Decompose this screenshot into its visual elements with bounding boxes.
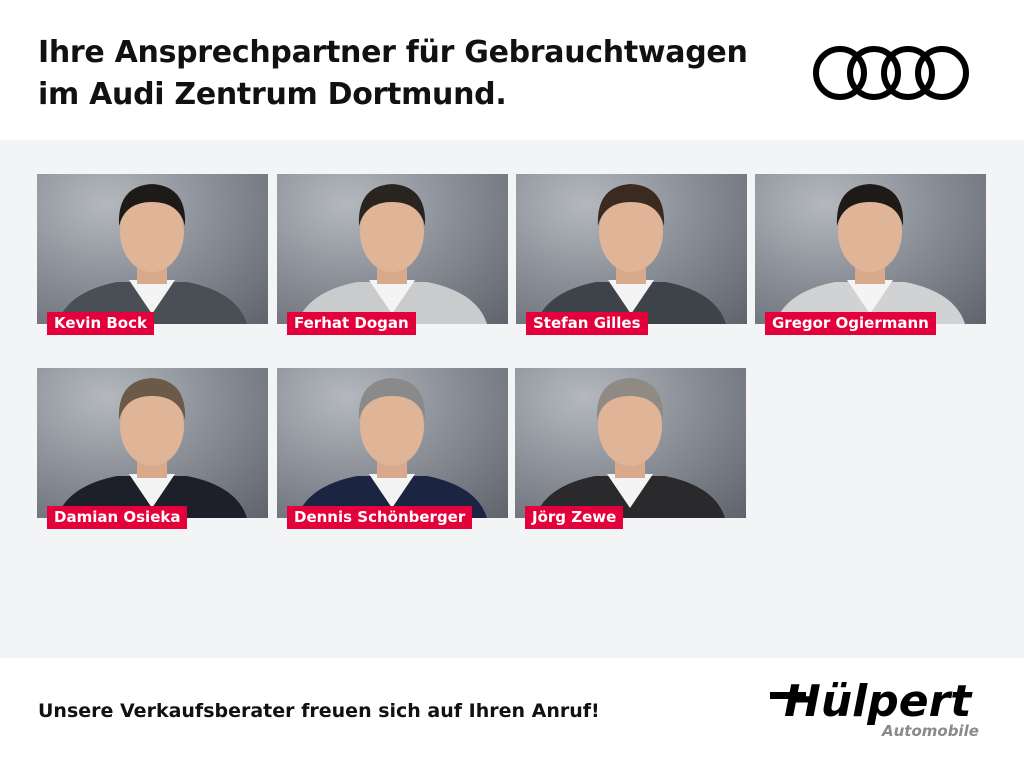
- contact-name: Gregor Ogiermann: [765, 312, 936, 335]
- contact-card: Gregor Ogiermann: [755, 174, 986, 335]
- contact-photo: [37, 368, 268, 518]
- contact-card: Ferhat Dogan: [277, 174, 508, 335]
- contact-card: Jörg Zewe: [515, 368, 746, 529]
- contact-photo: [277, 174, 508, 324]
- footer: Unsere Verkaufsberater freuen sich auf I…: [0, 658, 1024, 768]
- contact-name: Jörg Zewe: [525, 506, 624, 529]
- contact-card: Kevin Bock: [37, 174, 268, 335]
- contact-name: Damian Osieka: [47, 506, 188, 529]
- title-line-1: Ihre Ansprechpartner für Gebrauchtwagen: [38, 35, 748, 70]
- contacts-grid: Kevin Bock Ferhat Dogan Stefan Gilles Gr…: [0, 140, 1024, 658]
- page-title: Ihre Ansprechpartner für Gebrauchtwagen …: [38, 32, 748, 116]
- contact-photo: [516, 174, 747, 324]
- contact-name: Stefan Gilles: [526, 312, 648, 335]
- slogan: Unsere Verkaufsberater freuen sich auf I…: [38, 700, 600, 722]
- contact-name: Dennis Schönberger: [287, 506, 473, 529]
- svg-text:Hülpert: Hülpert: [784, 676, 973, 727]
- svg-text:Automobile: Automobile: [881, 722, 979, 740]
- huelpert-logo: Hülpert Automobile: [770, 676, 979, 740]
- title-line-2: im Audi Zentrum Dortmund.: [38, 77, 507, 112]
- contact-photo: [515, 368, 746, 518]
- contact-card: Damian Osieka: [37, 368, 268, 529]
- contact-name: Ferhat Dogan: [287, 312, 416, 335]
- audi-logo: [813, 46, 969, 100]
- contact-photo: [37, 174, 268, 324]
- contact-card: Stefan Gilles: [516, 174, 747, 335]
- contact-photo: [277, 368, 508, 518]
- contact-card: Dennis Schönberger: [277, 368, 508, 529]
- header: Ihre Ansprechpartner für Gebrauchtwagen …: [0, 0, 1024, 140]
- contact-photo: [755, 174, 986, 324]
- contact-name: Kevin Bock: [47, 312, 154, 335]
